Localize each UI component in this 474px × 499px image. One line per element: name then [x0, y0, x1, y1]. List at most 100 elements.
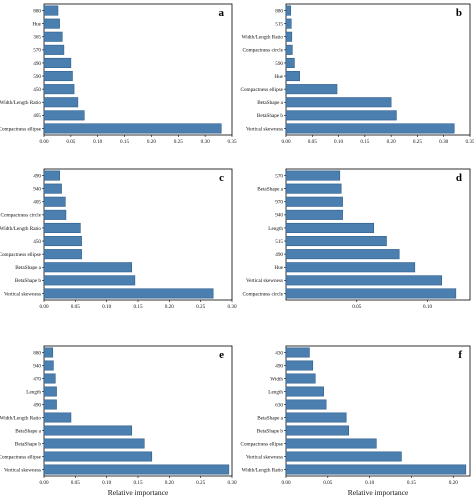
bar-e-compactness-ellipse: [43, 451, 153, 462]
category-label: 590: [33, 74, 41, 80]
category-label: Length: [26, 389, 41, 395]
x-tick-label: 0.20: [165, 304, 174, 310]
bar-d-570: [285, 170, 341, 181]
plot-frame: [43, 3, 233, 136]
bar-a-880: [43, 5, 59, 16]
bar-b-vertical-skewness: [285, 123, 455, 134]
category-label: 365: [33, 35, 41, 41]
x-tick-label: 0.15: [407, 480, 416, 486]
category-label: BetaShape b: [257, 113, 283, 119]
category-label: BetaShape b: [15, 441, 41, 447]
x-tick-label: 0.15: [120, 139, 129, 145]
x-axis-label: Relative importance: [348, 488, 409, 497]
bar-b-compactness-circle: [285, 44, 293, 55]
x-tick-label: 0.05: [71, 304, 80, 310]
x-tick-label: 0.10: [102, 304, 111, 310]
bar-b-515: [285, 18, 292, 29]
x-tick-label: 0.05: [308, 139, 317, 145]
category-label: 880: [33, 350, 41, 356]
category-label: Compactness ellipse: [240, 87, 283, 93]
x-tick-label: 0.20: [449, 480, 458, 486]
panel-label: f: [458, 349, 462, 361]
bar-b-betashape-a: [285, 97, 392, 108]
panel-b: Vertical skewness BetaShape b BetaShape a C…: [240, 3, 474, 145]
x-tick-label: 0.00: [281, 139, 290, 145]
x-tick-label: 0.05: [71, 480, 80, 486]
panel-label: b: [456, 7, 462, 19]
bar-c-vertical-skewness: [43, 288, 214, 299]
category-label: 570: [275, 173, 283, 179]
panel-c: Vertical skewness BetaShape b BetaShape a C…: [0, 168, 237, 310]
category-label: 450: [33, 87, 41, 93]
category-label: Compactness circle: [243, 291, 284, 297]
category-label: Vertical skewness: [4, 291, 41, 297]
category-label: 515: [275, 21, 283, 27]
category-label: Vertical skewness: [246, 454, 283, 460]
x-tick-label: 0.00: [39, 139, 48, 145]
bar-a-590: [43, 71, 73, 82]
category-label: 570: [33, 48, 41, 54]
category-label: 405: [33, 113, 41, 119]
panel-f: Width/Length Ratio Vertical skewness Compa…: [240, 345, 471, 497]
x-tick-label: 0.15: [133, 480, 142, 486]
bar-a-365: [43, 31, 63, 42]
x-tick-label: 0.25: [413, 139, 422, 145]
category-label: Hue: [274, 74, 283, 80]
bar-f-width-length-ratio: [285, 464, 467, 475]
bar-c-405: [43, 196, 66, 207]
x-tick-label: 0.10: [334, 139, 343, 145]
bar-d-length: [285, 222, 375, 233]
category-label: Width: [270, 376, 283, 382]
x-tick-label: 0.30: [227, 480, 236, 486]
bar-b-590: [285, 57, 295, 68]
x-tick-label: 0.00: [39, 480, 48, 486]
category-label: 515: [275, 239, 283, 245]
category-label: Width/Length Ratio: [242, 467, 284, 473]
category-label: 490: [33, 173, 41, 179]
x-tick-label: 0.30: [201, 139, 210, 145]
bar-e-betashape-b: [43, 438, 145, 449]
bar-b-compactness-ellipse: [285, 84, 338, 95]
category-label: 490: [275, 252, 283, 258]
category-label: Compactness ellipse: [0, 126, 42, 132]
category-label: Vertical skewness: [246, 126, 283, 132]
bar-a-compactness-ellipse: [43, 123, 222, 134]
bar-e-940: [43, 360, 54, 371]
bar-a-450: [43, 84, 75, 95]
bar-f-490: [285, 360, 314, 371]
bar-d-betashape-a: [285, 183, 342, 194]
category-label: BetaShape a: [257, 415, 283, 421]
bar-c-compactness-ellipse: [43, 249, 82, 260]
x-tick-label: 0.00: [281, 480, 290, 486]
bar-d-hue: [285, 262, 416, 273]
x-tick-label: 0.10: [365, 480, 374, 486]
x-tick-label: 0.25: [196, 304, 205, 310]
bar-a-width-length-ratio: [43, 97, 79, 108]
category-label: 490: [33, 402, 41, 408]
x-tick-label: 0.35: [227, 139, 236, 145]
category-label: Compactness ellipse: [0, 454, 42, 460]
category-label: BetaShape a: [15, 265, 41, 271]
category-label: Width/Length Ratio: [0, 226, 41, 232]
x-tick-label: 0.25: [196, 480, 205, 486]
bar-d-940: [285, 209, 343, 220]
x-tick-label: 0.15: [133, 304, 142, 310]
x-tick-label: 0.25: [174, 139, 183, 145]
bar-a-490: [43, 57, 72, 68]
panel-a: Compactness ellipse 405 Width/Length Ratio…: [0, 3, 237, 145]
x-tick-label: 0.20: [147, 139, 156, 145]
plot-frame: [285, 3, 471, 136]
bar-f-width: [285, 373, 316, 384]
bar-f-length: [285, 386, 324, 397]
bar-a-570: [43, 44, 65, 55]
bar-b-betashape-b: [285, 110, 397, 121]
category-label: Compactness circle: [243, 48, 284, 54]
plot-frame: [285, 345, 471, 477]
bar-e-470: [43, 373, 56, 384]
category-label: 490: [33, 61, 41, 67]
bar-e-490: [43, 399, 57, 410]
category-label: BetaShape a: [257, 186, 283, 192]
bar-d-515: [285, 236, 387, 247]
category-label: 490: [275, 363, 283, 369]
category-label: 880: [33, 8, 41, 14]
